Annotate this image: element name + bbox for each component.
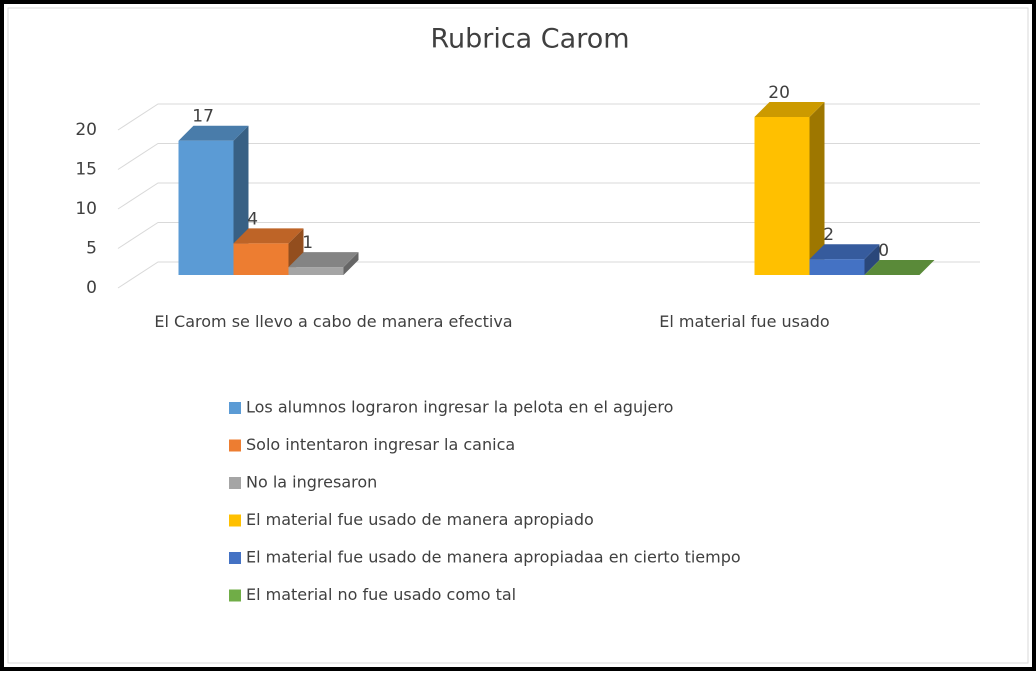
bar (754, 102, 825, 275)
bar-front (754, 117, 810, 275)
grid-line (117, 182, 980, 210)
bar-top (288, 252, 359, 268)
bar-top (233, 228, 304, 244)
bar-front (809, 259, 865, 275)
y-tick-label: 10 (75, 199, 97, 219)
legend-label: El material fue usado de manera apropiad… (246, 510, 594, 529)
data-label: 1 (302, 233, 313, 253)
y-tick-label: 0 (86, 278, 97, 298)
x-tick-label: El material fue usado (659, 312, 829, 331)
x-tick-label: El Carom se llevo a cabo de manera efect… (154, 312, 512, 331)
bar-front (233, 243, 289, 275)
bar-front (178, 140, 234, 275)
bar-top (178, 125, 249, 141)
data-label: 20 (768, 83, 790, 103)
bar (178, 125, 249, 275)
chart-title: Rubrica Carom (430, 24, 629, 55)
inner-frame (7, 7, 1029, 664)
bar-top (754, 102, 825, 117)
grid-line (117, 222, 980, 249)
legend-swatch (229, 402, 241, 414)
data-label: 0 (878, 241, 889, 261)
data-label: 2 (823, 225, 834, 245)
legend-swatch (229, 552, 241, 564)
bar (288, 252, 359, 275)
legend-label: El material fue usado de manera apropiad… (246, 548, 741, 567)
legend-label: El material no fue usado como tal (246, 585, 516, 604)
y-tick-label: 20 (75, 120, 97, 140)
legend-swatch (229, 439, 241, 452)
legend-swatch (229, 514, 241, 527)
x-tick-label-line: El Carom se llevo a cabo de manera efect… (154, 312, 512, 331)
y-tick-label: 15 (75, 160, 97, 180)
bar-front (288, 267, 344, 275)
x-tick-label-line: El material fue usado (659, 312, 829, 331)
bar-top (809, 244, 880, 260)
bar-top (864, 260, 935, 275)
legend-swatch (229, 477, 241, 489)
grid-line (117, 103, 980, 131)
data-label: 17 (192, 107, 214, 127)
data-label: 4 (247, 209, 258, 229)
y-tick-label: 5 (86, 239, 97, 259)
bar-side (343, 252, 359, 275)
grid-line (117, 143, 980, 170)
bar-side (809, 102, 825, 275)
grid-line (117, 261, 980, 289)
bar (809, 244, 880, 275)
legend-label: Los alumnos lograron ingresar la pelota … (246, 398, 673, 417)
legend-label: Solo intentaron ingresar la canica (246, 435, 515, 454)
bar (864, 260, 935, 275)
bar-side (864, 244, 880, 275)
legend-swatch (229, 589, 241, 602)
legend-label: No la ingresaron (246, 473, 377, 492)
